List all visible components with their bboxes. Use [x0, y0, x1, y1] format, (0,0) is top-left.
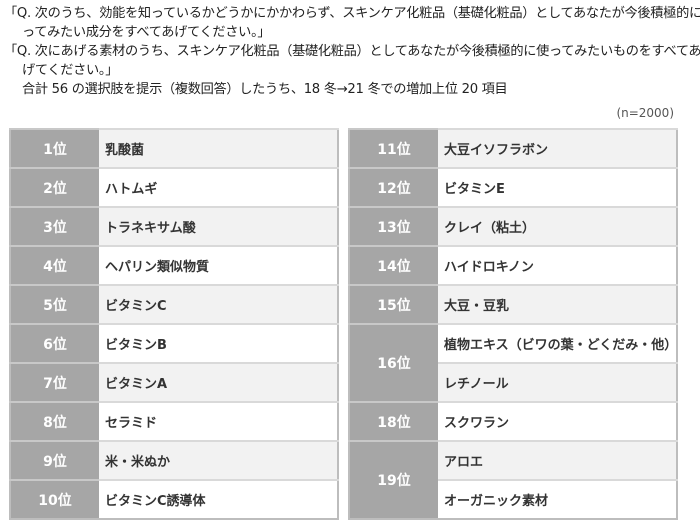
- item-cell: オーガニック素材: [438, 479, 677, 519]
- item-cell: アロエ: [438, 440, 677, 480]
- rank-cell: 5位: [10, 284, 99, 324]
- ranking-table-right: 11位 大豆イソフラボン 12位 ビタミンE 13位 クレイ（粘土） 14位 ハイドロキノン 1…: [348, 128, 678, 520]
- question-line: ってみたい成分をすべてあげてください。」: [22, 25, 271, 40]
- table-row: 11位 大豆イソフラボン: [349, 128, 677, 168]
- table-row: 1位 乳酸菌: [10, 128, 338, 168]
- item-cell: セラミド: [99, 401, 338, 441]
- rank-cell: 7位: [10, 362, 99, 402]
- item-cell: ビタミンA: [99, 362, 338, 402]
- rank-cell: 18位: [349, 401, 438, 441]
- item-cell: 大豆・豆乳: [438, 284, 677, 324]
- item-cell: ハイドロキノン: [438, 245, 677, 285]
- table-row: 6位 ビタミンB: [10, 323, 338, 363]
- item-cell: 米・米ぬか: [99, 440, 338, 480]
- item-cell: ヘパリン類似物質: [99, 245, 338, 285]
- rank-cell: 16位: [349, 323, 438, 402]
- ranking-table-left: 1位 乳酸菌 2位 ハトムギ 3位 トラネキサム酸 4位 ヘパリン類似物質 5位 ビタミンC 6位ビ…: [9, 128, 339, 520]
- table-row: 2位 ハトムギ: [10, 167, 338, 207]
- table-row: オーガニック素材: [349, 479, 677, 519]
- table-row: 4位 ヘパリン類似物質: [10, 245, 338, 285]
- rank-cell: 9位: [10, 440, 99, 480]
- question-line: げてください。」: [22, 63, 119, 78]
- table-row: レチノール: [349, 362, 677, 402]
- question-line: 「Q. 次にあげる素材のうち、スキンケア化粧品（基礎化粧品）としてあなたが今後積…: [4, 44, 700, 59]
- rank-cell: 3位: [10, 206, 99, 246]
- rank-cell: 6位: [10, 323, 99, 363]
- item-cell: レチノール: [438, 362, 677, 402]
- table-row: 12位 ビタミンE: [349, 167, 677, 207]
- rank-cell: 11位: [349, 128, 438, 168]
- item-cell: ビタミンC誘導体: [99, 479, 338, 519]
- table-row: 15位 大豆・豆乳: [349, 284, 677, 324]
- item-cell: ハトムギ: [99, 167, 338, 207]
- table-row: 18位 スクワラン: [349, 401, 677, 441]
- rank-cell: 4位: [10, 245, 99, 285]
- sample-size: (n=2000): [616, 106, 674, 120]
- item-cell: 植物エキス（ビワの葉・どくだみ・他）: [438, 323, 677, 363]
- table-row: 3位 トラネキサム酸: [10, 206, 338, 246]
- question-line: 「Q. 次のうち、効能を知っているかどうかにかかわらず、スキンケア化粧品（基礎化…: [4, 6, 700, 21]
- table-row: 8位 セラミド: [10, 401, 338, 441]
- question-text: 「Q. 次のうち、効能を知っているかどうかにかかわらず、スキンケア化粧品（基礎化…: [4, 4, 700, 99]
- table-row: 14位 ハイドロキノン: [349, 245, 677, 285]
- item-cell: ビタミンE: [438, 167, 677, 207]
- item-cell: スクワラン: [438, 401, 677, 441]
- table-row: 16位 植物エキス（ビワの葉・どくだみ・他）: [349, 323, 677, 402]
- rank-cell: 1位: [10, 128, 99, 168]
- rank-cell: 12位: [349, 167, 438, 207]
- rank-cell: 10位: [10, 479, 99, 519]
- table-row: 9位 米・米ぬか: [10, 440, 338, 480]
- rank-cell: 13位: [349, 206, 438, 246]
- item-cell: 乳酸菌: [99, 128, 338, 168]
- rank-cell: 8位: [10, 401, 99, 441]
- item-cell: トラネキサム酸: [99, 206, 338, 246]
- item-cell: 大豆イソフラボン: [438, 128, 677, 168]
- rank-cell: 14位: [349, 245, 438, 285]
- table-row: 10位 ビタミンC誘導体: [10, 479, 338, 519]
- rank-cell: 15位: [349, 284, 438, 324]
- item-cell: クレイ（粘土）: [438, 206, 677, 246]
- table-row: 13位 クレイ（粘土）: [349, 206, 677, 246]
- rank-cell: 19位: [349, 440, 438, 519]
- item-cell: ビタミンB: [99, 323, 338, 363]
- question-note: 合計 56 の選択肢を提示（複数回答）したうち、18 冬→21 冬での増加上位 …: [22, 82, 508, 97]
- table-row: 7位 ビタミンA: [10, 362, 338, 402]
- table-row: 19位 アロエ: [349, 440, 677, 519]
- rank-cell: 2位: [10, 167, 99, 207]
- item-cell: ビタミンC: [99, 284, 338, 324]
- table-row: 5位 ビタミンC: [10, 284, 338, 324]
